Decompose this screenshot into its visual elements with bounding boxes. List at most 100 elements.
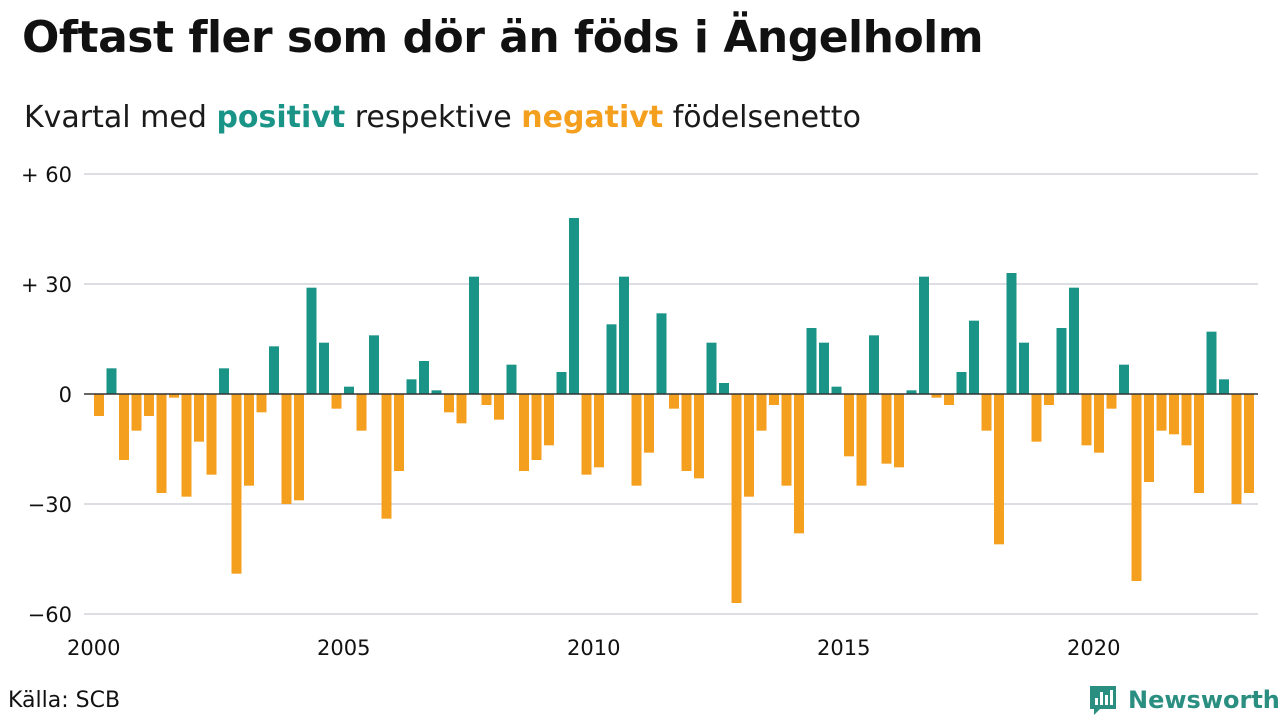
bar: [1106, 394, 1117, 409]
bar: [131, 394, 142, 431]
chart-subtitle: Kvartal med positivt respektive negativt…: [24, 100, 861, 135]
x-tick-label: 2015: [817, 636, 870, 660]
x-tick-label: 2020: [1067, 636, 1120, 660]
bar: [794, 394, 804, 534]
bar: [1156, 394, 1167, 431]
bar: [894, 394, 904, 468]
bar: [469, 276, 479, 394]
subtitle-prefix: Kvartal med: [24, 100, 207, 135]
bar: [344, 386, 354, 394]
x-tick-label: 2005: [317, 636, 370, 660]
bar: [806, 328, 817, 394]
bar: [319, 342, 329, 394]
bar: [831, 386, 842, 394]
x-tick-label: 2000: [67, 636, 120, 660]
bar: [331, 394, 342, 409]
bar: [1169, 394, 1179, 435]
subtitle-negative-word: negativt: [521, 100, 664, 135]
bar: [394, 394, 404, 471]
bar: [269, 346, 279, 394]
bar: [956, 372, 967, 394]
bar: [256, 394, 267, 413]
bar: [1144, 394, 1154, 482]
bar: [456, 394, 467, 424]
source-note: Källa: SCB: [8, 688, 121, 713]
bar: [981, 394, 992, 431]
subtitle-suffix: födelsenetto: [672, 100, 861, 135]
bar: [819, 342, 829, 394]
bar: [1244, 394, 1254, 493]
bar: [1069, 287, 1079, 394]
grid-layer: [84, 173, 1258, 615]
bar: [481, 394, 492, 405]
bar: [1056, 328, 1067, 394]
bar: [1231, 394, 1242, 504]
y-tick-label: −30: [28, 493, 72, 517]
newsworthy-logo-icon: [1090, 686, 1116, 715]
bar: [581, 394, 592, 475]
bar: [94, 394, 104, 416]
x-tick-label: 2010: [567, 636, 620, 660]
bar: [944, 394, 954, 405]
newsworthy-logo: Newsworthy: [1086, 682, 1280, 718]
y-tick-label: + 60: [21, 163, 72, 187]
bar: [244, 394, 254, 486]
bar: [731, 394, 742, 603]
bar: [1219, 379, 1229, 394]
bar: [844, 394, 854, 457]
y-tick-label: −60: [28, 603, 72, 627]
bar: [744, 394, 754, 497]
bar: [494, 394, 504, 420]
bar: [769, 394, 779, 405]
bar: [781, 394, 792, 486]
bar: [531, 394, 542, 460]
bar: [206, 394, 217, 475]
bar: [669, 394, 679, 409]
bar: [1194, 394, 1204, 493]
chart-title: Oftast fler som dör än föds i Ängelholm: [22, 12, 984, 63]
bar: [931, 394, 942, 398]
bar: [631, 394, 642, 486]
bar: [619, 276, 629, 394]
bar: [431, 390, 442, 394]
bar: [181, 394, 192, 497]
bar: [594, 394, 604, 468]
bar: [381, 394, 392, 519]
bar: [556, 372, 567, 394]
bar: [694, 394, 704, 479]
bar: [281, 394, 292, 504]
bar-layer: [94, 218, 1254, 603]
subtitle-positive-word: positivt: [216, 100, 346, 135]
bar: [306, 287, 317, 394]
bar: [869, 335, 879, 394]
bar: [706, 342, 717, 394]
bar: [756, 394, 767, 431]
bar: [1094, 394, 1104, 453]
y-tick-label: 0: [59, 383, 72, 407]
bar: [356, 394, 367, 431]
axis-layer: + 60 + 30 0 −30 −60 2000 2005 2010 2015 2020: [21, 163, 1258, 660]
bar: [519, 394, 529, 471]
bar: [656, 313, 667, 394]
bar: [506, 364, 517, 394]
y-tick-label: + 30: [21, 273, 72, 297]
bar: [644, 394, 654, 453]
bar: [1206, 331, 1217, 394]
bar: [169, 394, 179, 398]
bar: [406, 379, 417, 394]
bar: [1006, 273, 1017, 394]
bar: [1181, 394, 1192, 446]
bar: [919, 276, 929, 394]
bar: [969, 320, 979, 394]
bar: [1044, 394, 1054, 405]
bar: [294, 394, 304, 501]
bar: [419, 361, 429, 394]
bar: [106, 368, 117, 394]
bar: [569, 218, 579, 394]
bar: [544, 394, 554, 446]
bar: [119, 394, 129, 460]
subtitle-middle: respektive: [354, 100, 512, 135]
bar: [856, 394, 867, 486]
bar: [1119, 364, 1129, 394]
